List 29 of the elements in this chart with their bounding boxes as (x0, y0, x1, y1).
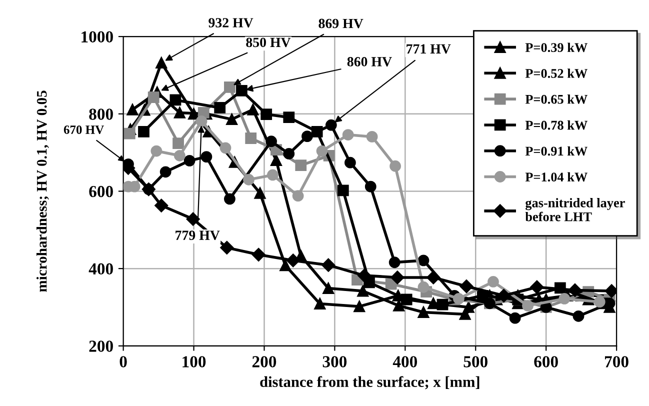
y-tick-label: 1000 (82, 31, 113, 42)
x-tick-label: 200 (252, 356, 276, 368)
annotation: 850 HV (246, 38, 291, 48)
y-tick-label: 800 (89, 108, 113, 120)
x-tick-label: 700 (605, 356, 628, 368)
legend-label: P=0.52 kW (525, 68, 588, 78)
legend-label: gas-nitrided layer before LHT (525, 198, 625, 222)
annotation: 869 HV (318, 18, 364, 28)
x-tick-label: 300 (322, 356, 347, 368)
y-tick-label: 600 (89, 186, 113, 198)
x-tick-label: 500 (464, 356, 488, 368)
y-axis-title: microhardness; HV 0.1, HV 0.05 (36, 90, 49, 292)
x-axis-title: distance from the surface; x [mm] (260, 376, 480, 390)
annotation: 771 HV (406, 44, 451, 54)
legend-label: P=0.39 kW (525, 42, 588, 52)
x-tick-label: 400 (392, 356, 418, 368)
legend-label: P=0.78 kW (525, 120, 588, 130)
legend-label: P=0.65 kW (525, 94, 588, 104)
legend-label: P=1.04 kW (525, 172, 588, 182)
y-tick-label: 200 (89, 340, 113, 352)
legend-label: P=0.91 kW (525, 146, 588, 156)
y-tick-label: 400 (88, 263, 113, 275)
annotation: 860 HV (347, 57, 392, 66)
x-tick-label: 600 (534, 356, 558, 368)
annotation: 670 HV (64, 126, 104, 134)
x-tick-label: 100 (182, 356, 206, 368)
x-tick-label: 0 (120, 356, 127, 368)
annotation: 932 HV (208, 18, 254, 28)
annotation: 779 HV (176, 230, 220, 240)
